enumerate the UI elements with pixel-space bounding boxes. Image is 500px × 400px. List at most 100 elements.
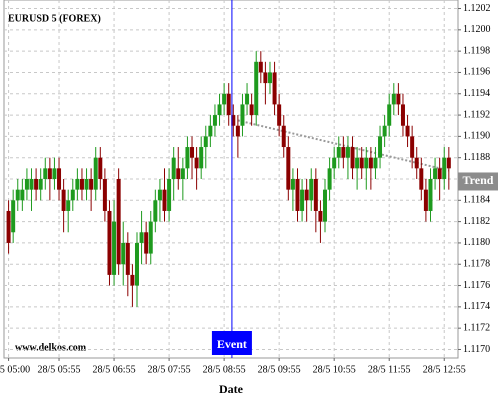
candle-body bbox=[364, 157, 369, 169]
y-tick-label: 1.1196 bbox=[463, 67, 490, 78]
candle-body bbox=[382, 125, 387, 137]
candle-body bbox=[313, 179, 318, 211]
candle-body bbox=[433, 168, 438, 179]
y-tick-label: 1.1184 bbox=[463, 195, 490, 206]
candle-body bbox=[267, 72, 272, 84]
chart-title: EURUSD 5 (FOREX) bbox=[8, 13, 101, 24]
candle-body bbox=[249, 104, 254, 116]
candle-body bbox=[290, 179, 295, 190]
candle-body bbox=[423, 189, 428, 211]
x-tick-label: 28/5 09:55 bbox=[258, 364, 301, 375]
watermark: www.delkos.com bbox=[15, 342, 87, 353]
trend-label: Trend bbox=[463, 173, 494, 187]
y-tick-label: 1.1194 bbox=[463, 88, 490, 99]
y-tick-label: 1.1180 bbox=[463, 237, 490, 248]
candle-body bbox=[222, 93, 227, 105]
candle-body bbox=[66, 200, 71, 211]
x-axis-label: Date bbox=[219, 382, 244, 396]
trend-box bbox=[458, 172, 498, 191]
candle-body bbox=[180, 168, 185, 179]
event-label: Event bbox=[217, 337, 247, 351]
candle-body bbox=[57, 168, 62, 190]
candle-body bbox=[323, 189, 328, 222]
y-tick-label: 1.1172 bbox=[463, 322, 490, 333]
candle-body bbox=[208, 125, 213, 137]
x-tick-label: 28/5 05:00 bbox=[0, 364, 30, 375]
candle-body bbox=[396, 93, 401, 105]
candle-body bbox=[139, 232, 144, 243]
candle-body bbox=[157, 189, 162, 201]
candle-body bbox=[15, 189, 20, 201]
candle-body bbox=[89, 179, 94, 190]
candle-body bbox=[336, 147, 341, 158]
candle-body bbox=[245, 93, 250, 105]
candle-body bbox=[332, 157, 337, 169]
y-tick-label: 1.1170 bbox=[463, 344, 490, 355]
y-tick-label: 1.1182 bbox=[463, 216, 490, 227]
candle-body bbox=[11, 200, 16, 233]
candle-body bbox=[130, 274, 135, 286]
candle-body bbox=[121, 242, 126, 265]
candle-body bbox=[20, 189, 25, 201]
candle-body bbox=[254, 61, 259, 116]
y-tick-label: 1.1190 bbox=[463, 131, 490, 142]
candle-body bbox=[226, 93, 231, 116]
x-tick-label: 28/5 11:55 bbox=[368, 364, 411, 375]
candle-body bbox=[373, 157, 378, 169]
candle-body bbox=[318, 210, 323, 222]
candle-body bbox=[345, 147, 350, 158]
candle-body bbox=[405, 125, 410, 137]
candle-body bbox=[304, 189, 309, 201]
candle-body bbox=[309, 179, 314, 201]
candle-body bbox=[153, 200, 158, 222]
candle-body bbox=[52, 168, 57, 179]
candle-body bbox=[446, 157, 451, 169]
x-tick-label: 28/5 07:55 bbox=[148, 364, 191, 375]
candle-body bbox=[47, 168, 52, 179]
candle-body bbox=[134, 242, 139, 286]
candle-body bbox=[295, 179, 300, 211]
candle-body bbox=[203, 136, 208, 148]
candle-body bbox=[355, 157, 360, 169]
candle-body bbox=[98, 157, 103, 179]
y-tick-label: 1.1192 bbox=[463, 109, 490, 120]
candle-body bbox=[240, 104, 245, 126]
candle-body bbox=[79, 179, 84, 190]
candle-body bbox=[281, 125, 286, 148]
y-tick-label: 1.1198 bbox=[463, 45, 490, 56]
candle-body bbox=[185, 147, 190, 169]
candle-body bbox=[93, 157, 98, 190]
candle-body bbox=[190, 147, 195, 158]
candle-body bbox=[171, 157, 176, 179]
candle-body bbox=[38, 179, 43, 190]
candle-body bbox=[43, 168, 48, 179]
candle-body bbox=[29, 179, 34, 190]
candle-body bbox=[400, 104, 405, 126]
candle-body bbox=[231, 115, 236, 126]
x-tick-label: 28/5 10:55 bbox=[313, 364, 356, 375]
candle-body bbox=[286, 147, 291, 190]
candle-body bbox=[70, 189, 75, 201]
candle-body bbox=[102, 179, 107, 211]
candle-body bbox=[116, 179, 121, 265]
candle-body bbox=[414, 157, 419, 169]
x-tick-label: 28/5 05:55 bbox=[37, 364, 80, 375]
candle-body bbox=[107, 210, 112, 275]
y-tick-label: 1.1200 bbox=[463, 24, 491, 35]
candle-body bbox=[368, 157, 373, 169]
candle-body bbox=[350, 147, 355, 169]
y-tick-label: 1.1202 bbox=[463, 3, 491, 14]
candle-body bbox=[167, 179, 172, 211]
candle-body bbox=[378, 136, 383, 158]
candle-body bbox=[194, 157, 199, 169]
candle-body bbox=[428, 179, 433, 211]
candle-body bbox=[162, 189, 167, 211]
candle-body bbox=[235, 125, 240, 137]
candle-body bbox=[148, 221, 153, 254]
candle-body bbox=[212, 115, 217, 126]
candle-body bbox=[24, 179, 29, 190]
candle-body bbox=[176, 168, 181, 179]
candle-body bbox=[144, 232, 149, 254]
candle-body bbox=[125, 242, 130, 275]
